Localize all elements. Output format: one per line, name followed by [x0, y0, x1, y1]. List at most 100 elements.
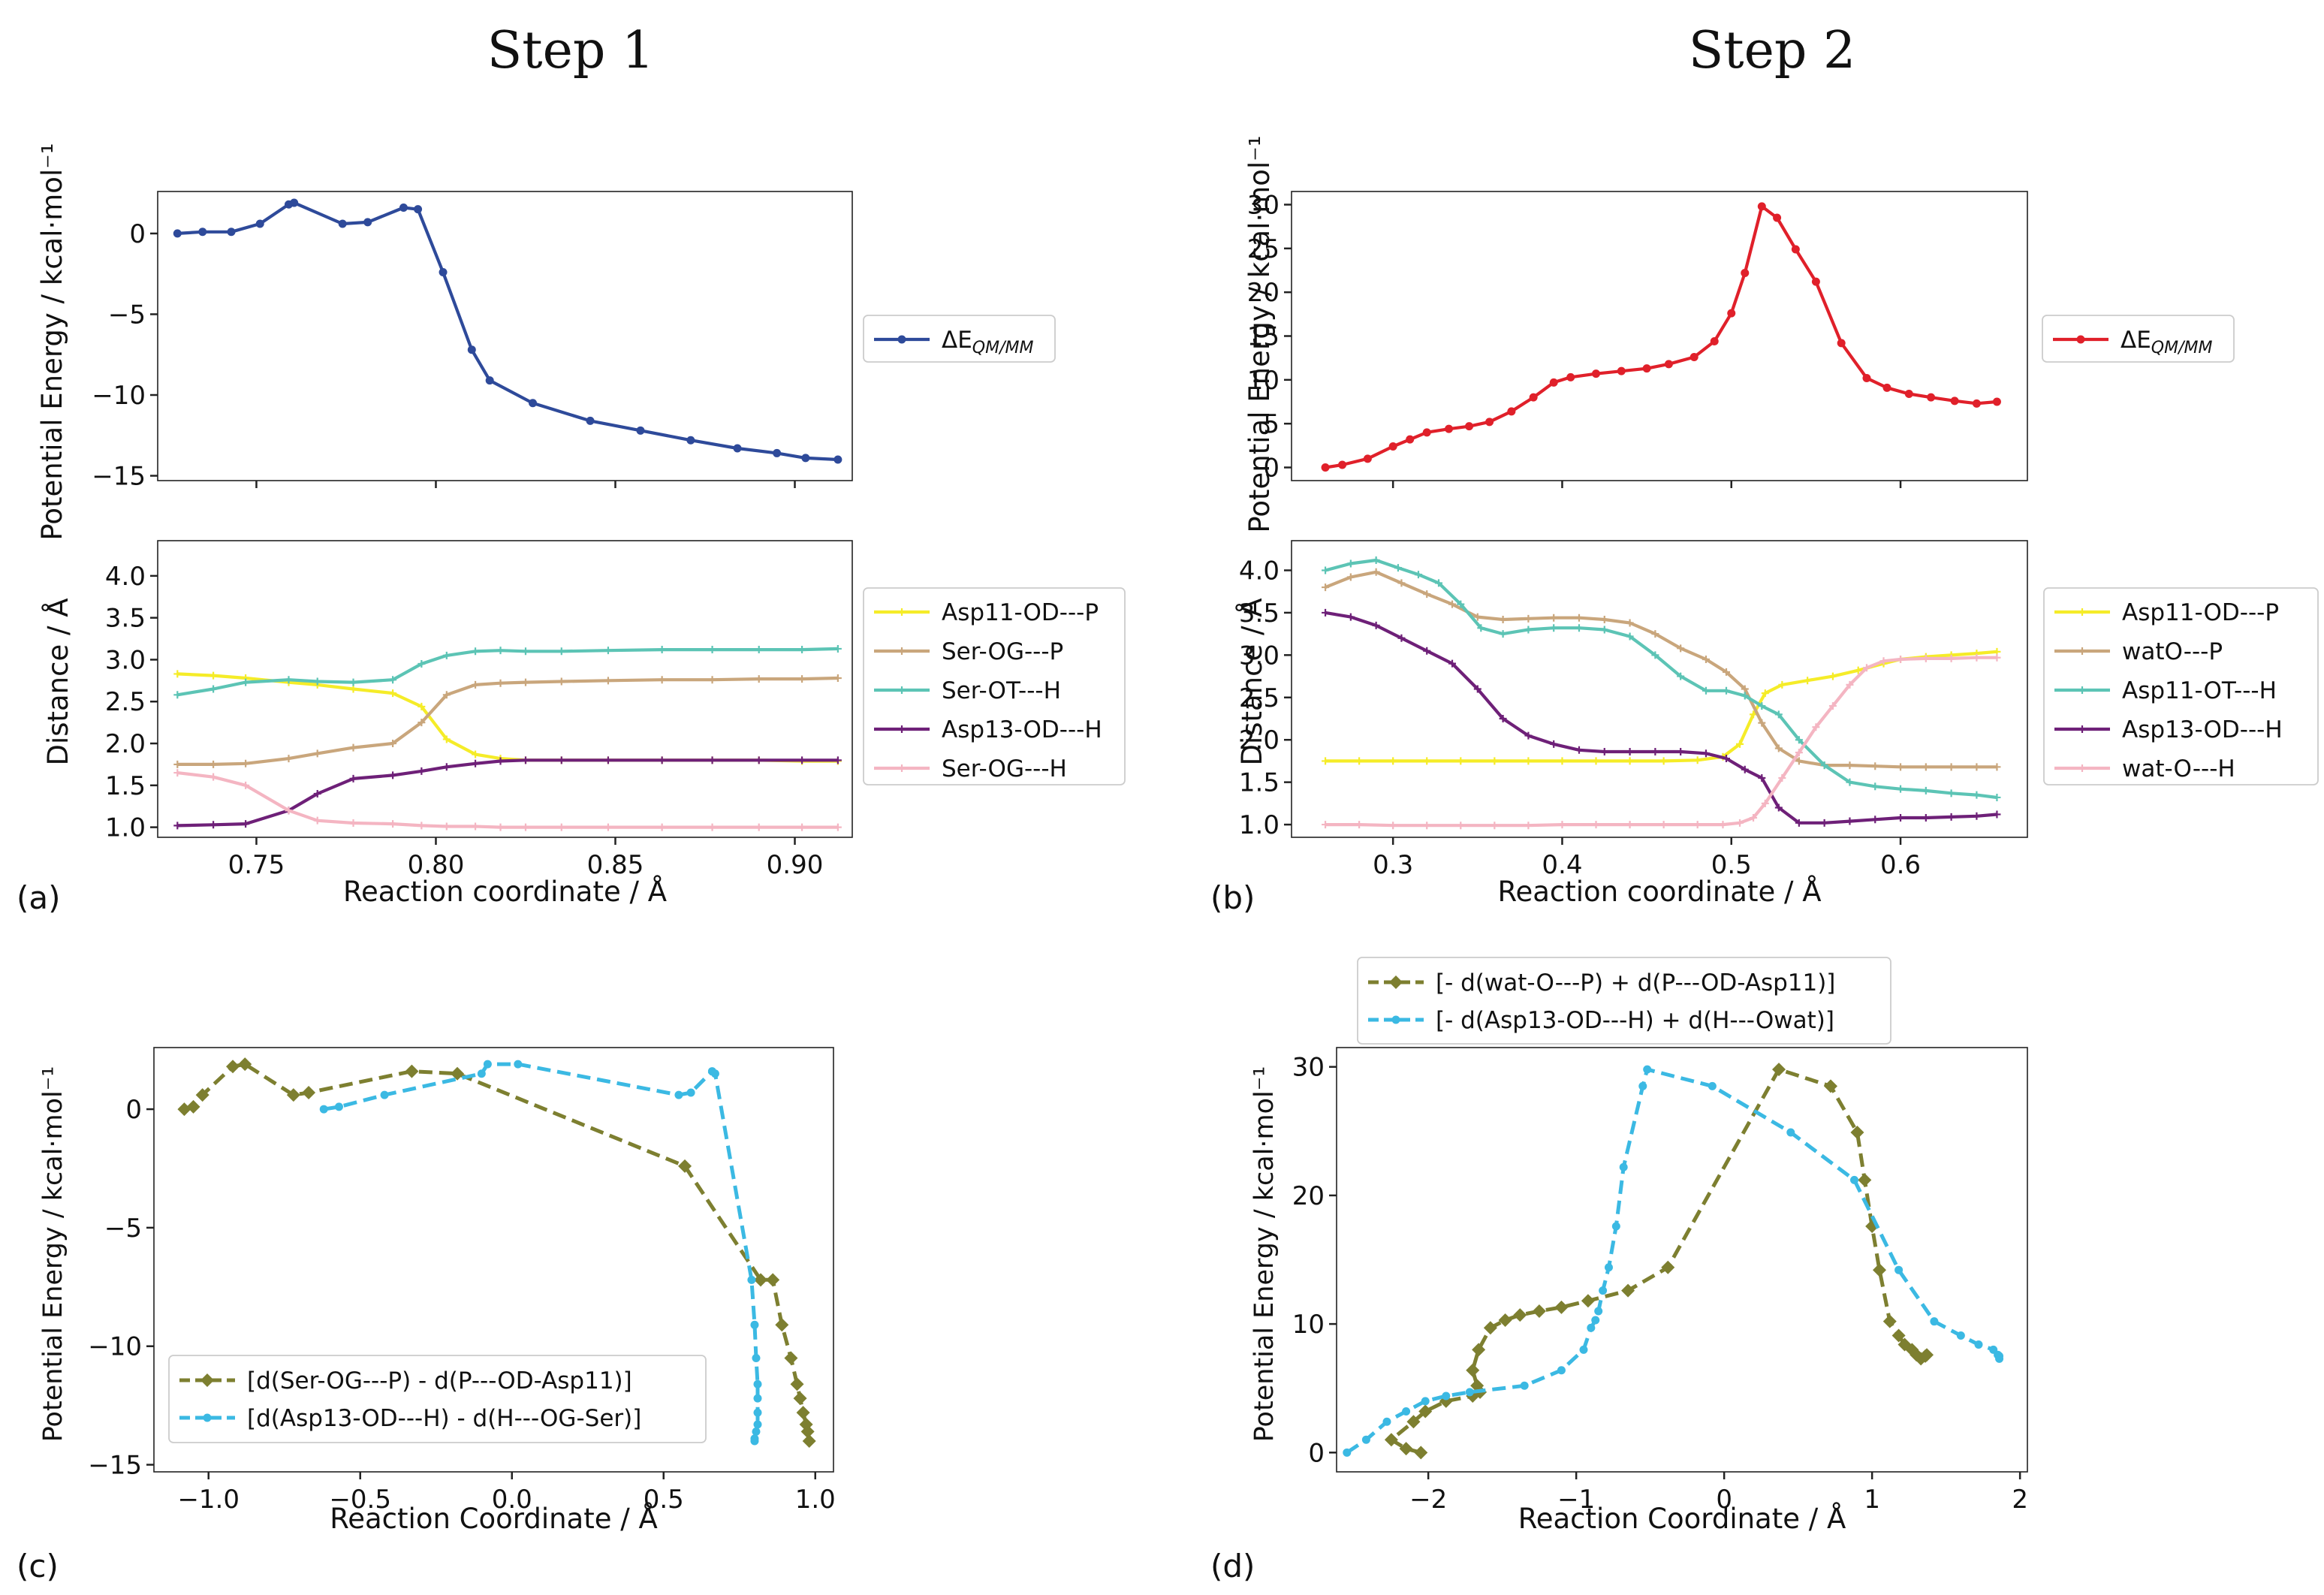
data-point-b-energy-0-20: [1741, 269, 1750, 277]
data-point-b-distance-4-18: [1812, 723, 1820, 731]
data-point-b-distance-2-6: [1457, 600, 1465, 608]
series-markers-a-distance-4: [173, 769, 842, 831]
data-point-b-distance-3-18: [1758, 774, 1766, 782]
data-point-b-distance-1-7: [1499, 615, 1507, 623]
data-point-b-distance-1-1: [1346, 573, 1355, 581]
data-point-b-distance-4-24: [1922, 654, 1930, 662]
data-point-a-energy-0-19: [801, 454, 810, 463]
series-markers-c-0: [177, 1057, 816, 1448]
data-point-b-distance-2-25: [1897, 785, 1905, 793]
data-point-b-energy-0-11: [1549, 378, 1558, 387]
data-point-a-energy-0-2: [227, 228, 236, 237]
x-tick-label-b-distance-0: 0.3: [1373, 850, 1413, 880]
panel-label-b: (b): [1210, 879, 1255, 916]
data-point-a-distance-3-16: [755, 756, 763, 764]
legend-label-d-1: [- d(Asp13-OD---H) + d(H---Owat)]: [1436, 1007, 1834, 1034]
data-point-b-distance-0-0: [1322, 757, 1330, 765]
data-point-c-1-7: [686, 1088, 695, 1097]
data-point-b-energy-0-30: [1950, 396, 1959, 406]
y-tick-label-b-energy-3: 15: [1247, 322, 1280, 352]
data-point-b-distance-0-4: [1457, 757, 1465, 765]
data-point-a-distance-3-6: [389, 771, 397, 779]
data-point-b-distance-1-19: [1774, 744, 1783, 752]
panel-label-d: (d): [1210, 1548, 1255, 1584]
data-point-b-distance-3-24: [1897, 814, 1905, 822]
data-point-b-distance-4-15: [1761, 799, 1769, 807]
data-point-a-distance-1-17: [798, 675, 806, 683]
data-point-a-distance-4-7: [417, 822, 426, 830]
legend-marker-d-0: [1389, 975, 1403, 989]
data-point-b-energy-0-23: [1791, 245, 1800, 254]
data-point-a-energy-0-8: [399, 204, 408, 213]
data-point-a-distance-2-6: [389, 676, 397, 684]
y-tick-label-c-3: −15: [88, 1451, 142, 1481]
data-point-b-distance-1-12: [1626, 619, 1634, 627]
y-tick-label-c-1: −5: [104, 1214, 142, 1244]
data-point-b-energy-0-18: [1710, 337, 1719, 345]
y-tick-label-b-distance-6: 4.0: [1239, 556, 1280, 586]
data-point-d-1-7: [1520, 1381, 1529, 1390]
y-tick-label-b-distance-1: 1.5: [1239, 768, 1280, 798]
data-point-b-distance-1-4: [1423, 590, 1431, 599]
legend-marker-a-energy-0: [897, 335, 906, 344]
data-point-a-distance-1-7: [417, 719, 426, 727]
legend-label-a-distance-0: Asp11-OD---P: [942, 599, 1099, 626]
data-point-a-distance-4-18: [833, 823, 842, 831]
data-point-d-1-22: [1894, 1265, 1904, 1274]
y-tick-label-b-distance-5: 3.5: [1239, 599, 1280, 629]
data-point-a-distance-2-3: [285, 676, 293, 684]
x-tick-label-b-distance-1: 0.4: [1542, 850, 1582, 880]
data-point-a-distance-4-9: [472, 822, 480, 831]
data-point-b-distance-0-18: [1828, 672, 1837, 680]
data-point-a-distance-1-4: [313, 749, 321, 758]
legend-label-b-energy-0: ΔEQM/MM: [2121, 327, 2212, 357]
data-point-b-distance-1-20: [1795, 757, 1803, 765]
data-point-c-1-11: [750, 1320, 759, 1329]
legend-marker-a-distance-1: [898, 647, 906, 655]
data-point-b-distance-3-6: [1473, 685, 1482, 693]
data-point-b-distance-4-1: [1355, 821, 1364, 829]
data-point-a-distance-4-12: [557, 823, 565, 831]
x-tick-label-c-1: −0.5: [329, 1485, 391, 1515]
data-point-a-energy-0-5: [290, 198, 299, 207]
series-markers-b-distance-1: [1322, 568, 2001, 771]
y-axis-label-b-energy: Potential Energy / kcal·mol⁻¹: [1243, 135, 1276, 532]
panel-label-a: (a): [17, 879, 61, 916]
data-point-b-distance-0-15: [1761, 689, 1769, 698]
y-tick-label-b-energy-1: 5: [1263, 409, 1280, 439]
legend-label-b-distance-1: watO---P: [2122, 638, 2223, 665]
data-point-c-0-3: [226, 1060, 240, 1074]
chart-a-energy: 0 −5 −10 −15 Potential Energy / kcal·mol⁻¹ ΔE…: [36, 143, 1056, 541]
legend-a-distance: Asp11-OD---P Ser-OG---P Ser-OT---H Asp13-OD…: [863, 587, 1126, 785]
series-line-b-distance-4: [1325, 656, 1997, 828]
data-point-d-0-15: [1554, 1300, 1569, 1314]
data-point-b-energy-0-4: [1406, 435, 1415, 444]
data-point-a-distance-1-12: [557, 677, 565, 686]
data-point-a-distance-1-14: [658, 676, 666, 684]
y-tick-label-b-energy-4: 20: [1247, 278, 1280, 308]
data-point-b-distance-3-2: [1372, 621, 1380, 629]
data-point-b-distance-3-7: [1499, 715, 1507, 722]
data-point-a-distance-2-5: [349, 678, 357, 686]
x-tick-label-d-4: 2: [2012, 1485, 2028, 1515]
data-point-d-1-19: [1708, 1081, 1717, 1090]
data-point-d-1-20: [1786, 1128, 1795, 1137]
data-point-a-distance-2-13: [604, 647, 612, 655]
data-point-b-distance-2-4: [1414, 571, 1422, 579]
legend-marker-c-0: [200, 1373, 214, 1387]
data-point-b-distance-2-7: [1477, 624, 1485, 632]
data-point-b-energy-0-25: [1837, 339, 1846, 348]
data-point-a-energy-0-10: [439, 268, 448, 277]
data-point-b-distance-2-26: [1922, 786, 1930, 794]
data-point-a-distance-4-11: [521, 823, 529, 831]
plot-frame-b-distance: [1291, 540, 2028, 838]
data-point-b-distance-3-28: [1993, 810, 2001, 819]
data-point-b-energy-0-1: [1338, 460, 1347, 469]
data-point-a-distance-3-14: [658, 756, 666, 764]
y-tick-label-d-0: 0: [1308, 1438, 1325, 1468]
data-point-a-distance-4-17: [798, 823, 806, 831]
y-axis-label-c: Potential Energy / kcal·mol⁻¹: [38, 1066, 68, 1443]
data-point-a-distance-3-17: [798, 756, 806, 764]
y-tick-label-a-distance-5: 3.5: [105, 604, 146, 634]
